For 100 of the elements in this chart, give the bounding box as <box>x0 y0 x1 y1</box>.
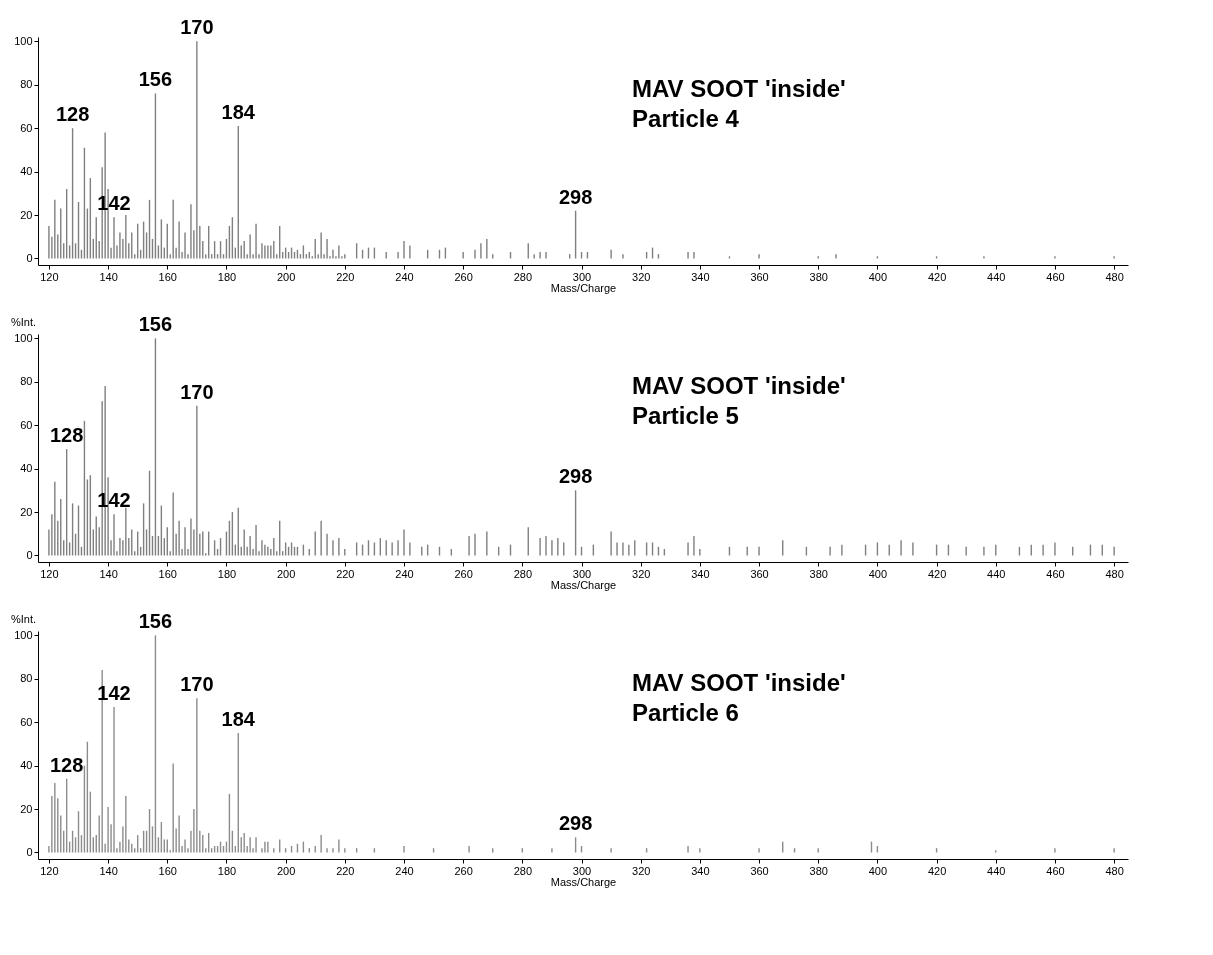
y-tick-label: 20 <box>20 505 33 518</box>
x-tick-label: 320 <box>632 567 651 580</box>
x-tick-label: 220 <box>336 270 355 283</box>
x-tick-label: 380 <box>809 567 828 580</box>
annotation: 298 <box>558 465 593 488</box>
x-tick-label: 400 <box>868 270 888 283</box>
x-tick-label: 160 <box>158 567 177 580</box>
x-tick-label: 360 <box>750 270 769 283</box>
x-tick-label: 380 <box>809 270 828 283</box>
annotation: 142 <box>97 489 131 512</box>
y-tick-label: 100 <box>14 628 33 641</box>
text: Particle 5 <box>632 402 739 430</box>
text: Particle 6 <box>632 699 739 727</box>
x-tick-label: 200 <box>276 567 296 580</box>
x-tick-label: 420 <box>927 270 947 283</box>
x-tick-label: 140 <box>99 270 118 283</box>
x-axis-title: Mass/Charge <box>550 578 617 591</box>
x-tick-label: 320 <box>632 864 651 877</box>
x-tick-label: 460 <box>1046 864 1065 877</box>
x-tick-label: 280 <box>513 270 533 283</box>
y-tick-label: 40 <box>20 165 33 178</box>
y-tick-label: 60 <box>20 715 33 728</box>
x-tick-label: 180 <box>217 864 237 877</box>
x-tick-label: 300 <box>572 567 592 580</box>
annotation: 184 <box>221 101 256 124</box>
annotation: 142 <box>97 682 131 704</box>
x-tick-label: 460 <box>1046 567 1065 580</box>
annotation: 128 <box>49 753 84 776</box>
annotation: 298 <box>558 812 593 835</box>
annotation: 170 <box>180 673 214 696</box>
x-tick-label: 240 <box>395 567 414 580</box>
x-tick-label: 420 <box>927 567 947 580</box>
y-tick-label: 40 <box>20 462 33 475</box>
x-tick-label: 140 <box>99 864 118 877</box>
x-tick-label: 160 <box>158 270 177 283</box>
x-tick-label: 260 <box>454 270 473 283</box>
y-axis-title: %Int. <box>10 316 36 328</box>
annotation: 184 <box>221 708 256 731</box>
x-tick-label: 260 <box>454 567 473 580</box>
annotation: 156 <box>138 68 173 91</box>
y-tick-label: 20 <box>20 208 33 221</box>
annotation: 142 <box>97 192 131 215</box>
x-tick-label: 360 <box>750 864 769 877</box>
x-tick-label: 440 <box>987 567 1006 580</box>
x-tick-label: 380 <box>809 864 828 877</box>
x-tick-label: 460 <box>1046 270 1065 283</box>
text: MAV SOOT 'inside' <box>632 372 846 400</box>
x-tick-label: 280 <box>513 567 533 580</box>
annotation: 170 <box>180 16 214 39</box>
x-tick-label: 400 <box>868 567 888 580</box>
y-tick-label: 100 <box>14 331 33 344</box>
y-tick-label: 60 <box>20 418 33 431</box>
y-tick-label: 80 <box>20 375 33 388</box>
y-tick-label: 80 <box>20 78 33 91</box>
x-axis-title: Mass/Charge <box>550 281 617 294</box>
x-tick-label: 400 <box>868 864 888 877</box>
x-axis-title: Mass/Charge <box>550 875 617 888</box>
annotation: 128 <box>55 103 90 126</box>
annotation: 156 <box>138 610 173 633</box>
x-tick-label: 160 <box>158 864 177 877</box>
x-tick-label: 340 <box>691 270 710 283</box>
x-tick-label: 360 <box>750 567 769 580</box>
x-tick-label: 220 <box>336 567 355 580</box>
x-tick-label: 220 <box>336 864 355 877</box>
x-tick-label: 280 <box>513 864 533 877</box>
x-tick-label: 140 <box>99 567 118 580</box>
y-tick-label: 20 <box>20 802 33 815</box>
y-tick-label: 40 <box>20 759 33 772</box>
x-tick-label: 120 <box>40 567 59 580</box>
x-tick-label: 440 <box>987 270 1006 283</box>
x-tick-label: 180 <box>217 567 237 580</box>
x-tick-label: 240 <box>395 864 414 877</box>
x-tick-label: 300 <box>572 270 592 283</box>
x-tick-label: 440 <box>987 864 1006 877</box>
x-tick-label: 120 <box>40 864 59 877</box>
x-tick-label: 300 <box>572 864 592 877</box>
x-tick-label: 320 <box>632 270 651 283</box>
x-tick-label: 480 <box>1105 864 1124 877</box>
text: Particle 4 <box>632 105 740 133</box>
x-tick-label: 240 <box>395 270 414 283</box>
y-tick-label: 60 <box>20 121 33 134</box>
y-tick-label: 80 <box>20 672 33 685</box>
x-tick-label: 260 <box>454 864 473 877</box>
annotation: 128 <box>49 424 84 447</box>
y-tick-label: 0 <box>26 845 33 858</box>
annotation: 298 <box>558 185 593 208</box>
x-tick-label: 180 <box>217 270 237 283</box>
x-tick-label: 200 <box>276 864 296 877</box>
x-tick-label: 420 <box>927 864 947 877</box>
x-tick-label: 480 <box>1105 270 1124 283</box>
y-tick-label: 0 <box>26 251 33 264</box>
x-tick-label: 340 <box>691 567 710 580</box>
text: MAV SOOT 'inside' <box>632 669 846 697</box>
y-tick-label: 0 <box>26 548 33 561</box>
y-axis-title: %Int. <box>10 613 36 625</box>
annotation: 156 <box>138 313 173 336</box>
x-tick-label: 480 <box>1105 567 1124 580</box>
annotation: 170 <box>180 380 214 403</box>
x-tick-label: 120 <box>40 270 59 283</box>
y-tick-label: 100 <box>14 34 33 47</box>
